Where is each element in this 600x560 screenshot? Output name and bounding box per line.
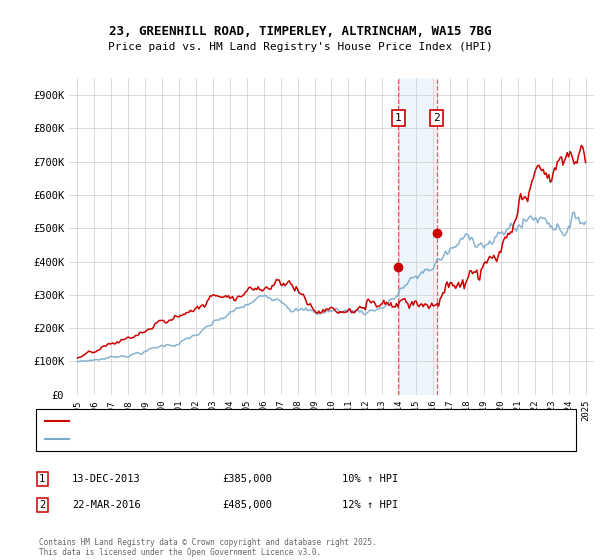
Text: 2: 2 <box>433 113 440 123</box>
Text: £485,000: £485,000 <box>222 500 272 510</box>
Text: 2: 2 <box>39 500 45 510</box>
Text: 1: 1 <box>39 474 45 484</box>
Text: Contains HM Land Registry data © Crown copyright and database right 2025.
This d: Contains HM Land Registry data © Crown c… <box>39 538 377 557</box>
Text: 1: 1 <box>395 113 402 123</box>
Text: 23, GREENHILL ROAD, TIMPERLEY, ALTRINCHAM, WA15 7BG (detached house): 23, GREENHILL ROAD, TIMPERLEY, ALTRINCHA… <box>73 417 439 426</box>
Text: 23, GREENHILL ROAD, TIMPERLEY, ALTRINCHAM, WA15 7BG: 23, GREENHILL ROAD, TIMPERLEY, ALTRINCHA… <box>109 25 491 38</box>
Text: 13-DEC-2013: 13-DEC-2013 <box>72 474 141 484</box>
Text: 10% ↑ HPI: 10% ↑ HPI <box>342 474 398 484</box>
Text: 22-MAR-2016: 22-MAR-2016 <box>72 500 141 510</box>
Text: Price paid vs. HM Land Registry's House Price Index (HPI): Price paid vs. HM Land Registry's House … <box>107 42 493 52</box>
Text: HPI: Average price, detached house, Trafford: HPI: Average price, detached house, Traf… <box>73 435 310 444</box>
Text: 12% ↑ HPI: 12% ↑ HPI <box>342 500 398 510</box>
Text: £385,000: £385,000 <box>222 474 272 484</box>
Bar <box>398 78 437 395</box>
